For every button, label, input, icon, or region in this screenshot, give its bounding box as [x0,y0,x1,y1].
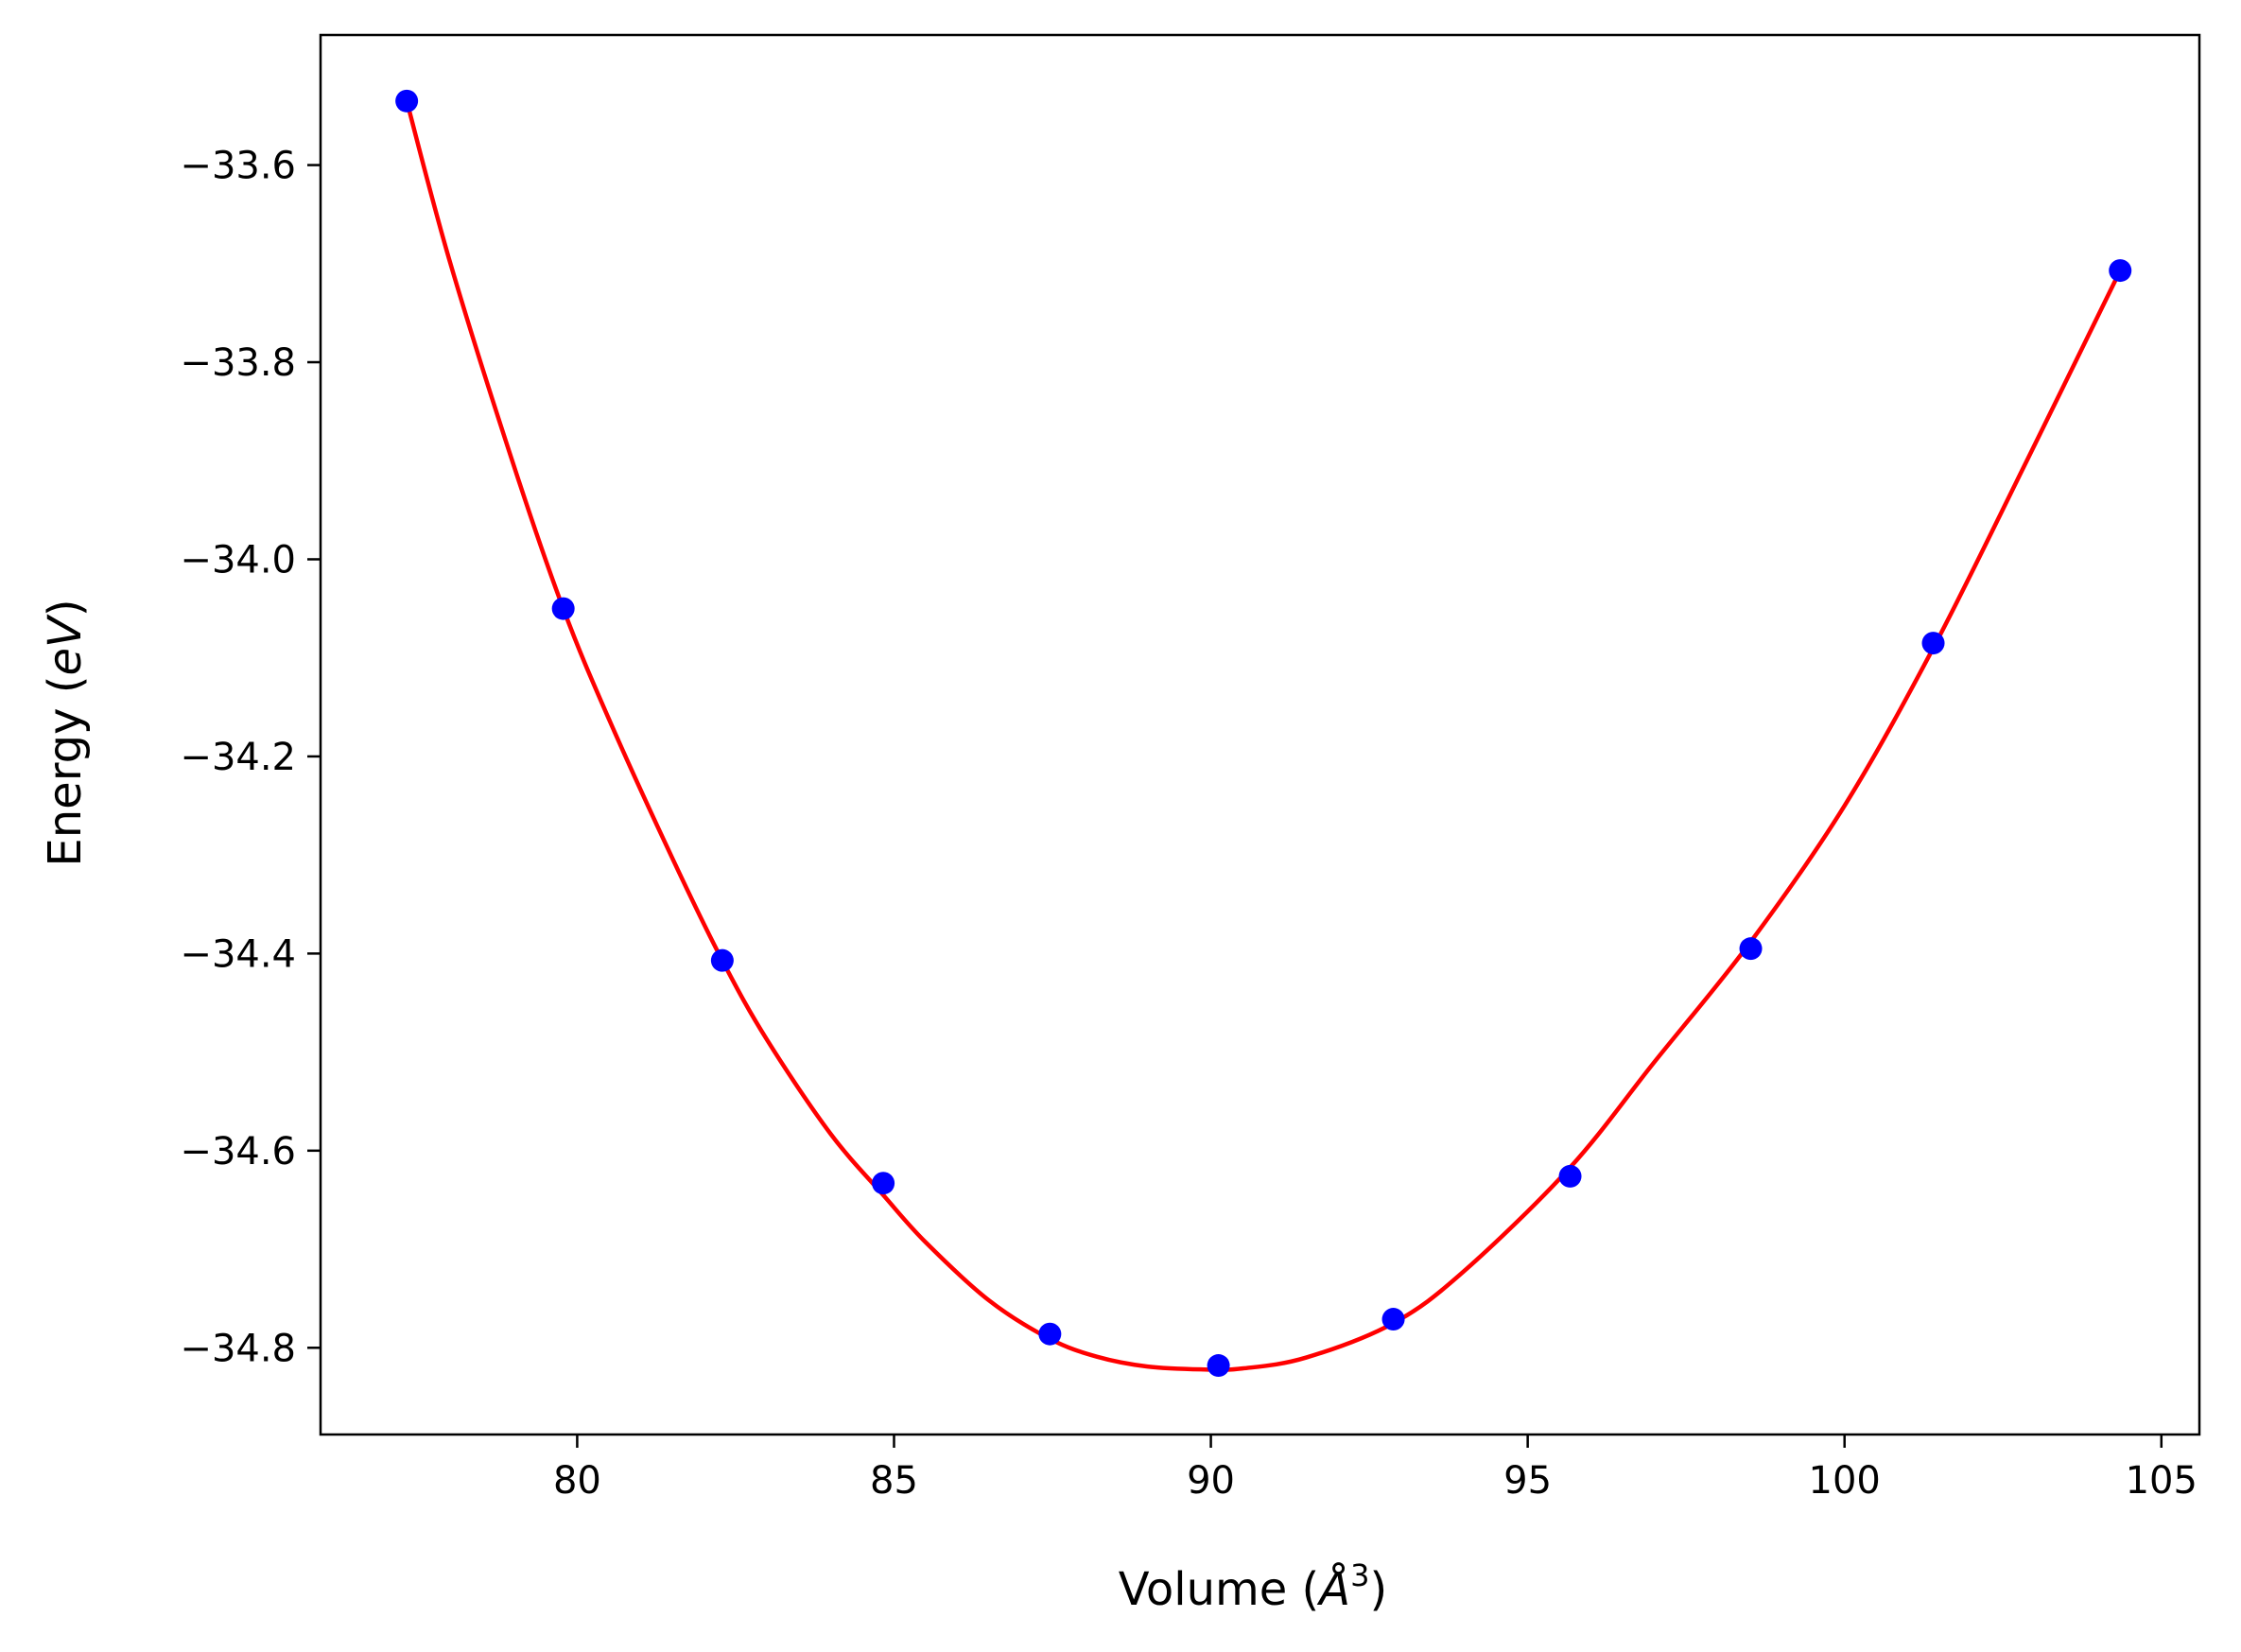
y-tick-label: −34.0 [180,538,296,582]
x-axis-label-prefix: Volume ( [1119,1563,1320,1616]
plot-frame [319,33,2201,1436]
y-axis-label: Energy (eV) [39,599,92,866]
data-point [1207,1354,1230,1378]
data-point [395,89,419,113]
fit-curve-line [404,98,2123,1372]
y-tick-label: −33.8 [180,341,296,385]
data-point [1381,1308,1405,1331]
data-point [1921,632,1945,655]
x-axis-label-symbol: Å [1316,1562,1350,1616]
x-axis-label: Volume (Å3) [1119,1557,1387,1616]
data-point [872,1172,895,1195]
data-point [1558,1164,1582,1188]
x-tick-label: 80 [553,1459,601,1503]
y-axis-label-prefix: Energy ( [39,676,92,867]
x-tick-label: 105 [2126,1459,2198,1503]
data-point [1739,937,1763,961]
x-axis-label-suffix: ) [1369,1563,1387,1616]
y-axis-label-suffix: ) [39,599,92,617]
data-point [551,597,575,620]
y-axis-ticks: −33.6 −33.8 −34.0 −34.2 −34.4 −34.6 −34.8 [180,145,321,1370]
plot-content [395,89,2132,1378]
y-tick-label: −34.2 [180,736,296,779]
x-tick-label: 90 [1187,1459,1235,1503]
data-point [2109,259,2132,283]
x-tick-label: 85 [870,1459,918,1503]
x-tick-label: 100 [1809,1459,1881,1503]
y-tick-label: −34.6 [180,1130,296,1174]
data-point [1038,1322,1062,1346]
y-axis-label-unit: eV [39,614,92,676]
x-tick-label: 95 [1503,1459,1552,1503]
y-tick-label: −34.4 [180,932,296,976]
y-tick-label: −34.8 [180,1327,296,1370]
x-axis-label-superscript: 3 [1350,1557,1369,1593]
x-axis-ticks: 80 85 90 95 100 105 [553,1435,2198,1503]
y-tick-label: −33.6 [180,145,296,188]
data-point [710,948,734,972]
